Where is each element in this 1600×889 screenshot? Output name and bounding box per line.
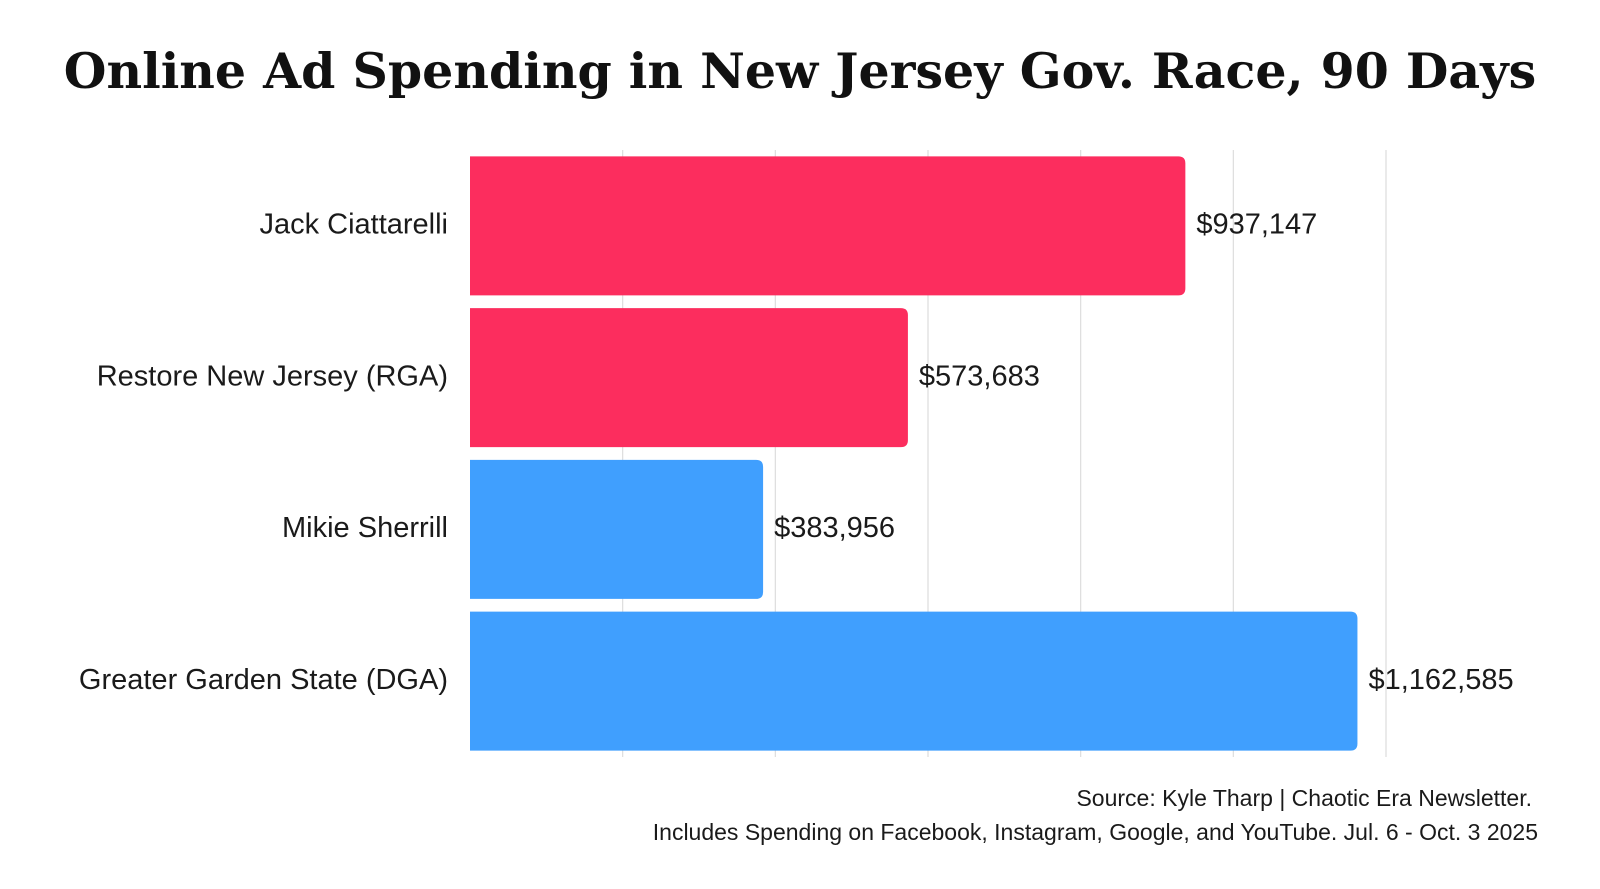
value-label: $383,956	[774, 512, 895, 544]
chart-title: Online Ad Spending in New Jersey Gov. Ra…	[63, 42, 1537, 100]
bars	[470, 156, 1358, 751]
category-label: Jack Ciattarelli	[259, 209, 448, 241]
category-label: Restore New Jersey (RGA)	[97, 360, 448, 392]
bar	[470, 308, 908, 448]
bar	[470, 611, 1358, 751]
value-label: $937,147	[1196, 209, 1317, 241]
labels: Jack Ciattarelli $937,147 Restore New Jers…	[79, 209, 1514, 696]
category-label: Greater Garden State (DGA)	[79, 664, 448, 696]
bar	[470, 459, 764, 599]
value-label: $1,162,585	[1368, 664, 1513, 696]
source-note: Source: Kyle Tharp | Chaotic Era Newslet…	[1076, 785, 1532, 811]
bar	[470, 156, 1186, 296]
category-label: Mikie Sherrill	[282, 512, 448, 544]
coverage-note: Includes Spending on Facebook, Instagram…	[652, 819, 1538, 845]
value-label: $573,683	[919, 360, 1040, 392]
